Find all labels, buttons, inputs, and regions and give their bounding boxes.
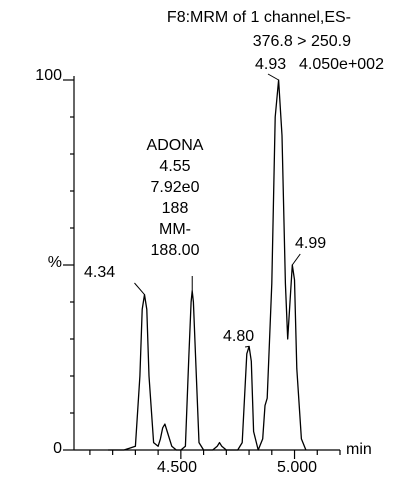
x-tick-label-5000: 5.000 bbox=[276, 459, 318, 476]
peak-label-4-80-leader bbox=[244, 345, 250, 348]
y-tick-label-100: 100 bbox=[35, 67, 62, 84]
peak-label-adona-area: 7.92e0 bbox=[150, 179, 200, 196]
peak-label-4-34: 4.34 bbox=[84, 264, 116, 281]
peak-label-4-80: 4.80 bbox=[223, 328, 255, 345]
x-axis-label: min bbox=[346, 441, 372, 458]
base-peak-retention-time: 4.93 bbox=[255, 56, 287, 73]
peak-label-4-34-leader bbox=[134, 282, 145, 295]
base-peak-intensity: 4.050e+002 bbox=[299, 56, 384, 73]
peak-label-adona-mass: 188.00 bbox=[150, 242, 200, 259]
peak-label-adona-name: ADONA bbox=[146, 137, 204, 154]
x-tick-label-4500: 4.500 bbox=[156, 459, 198, 476]
peak-label-4-99: 4.99 bbox=[295, 235, 327, 252]
peak-label-adona: ADONA 4.55 7.92e0 188 MM- 188.00 bbox=[135, 135, 215, 261]
chart-title-line1: F8:MRM of 1 channel,ES- bbox=[166, 9, 351, 26]
peak-label-4-99-leader bbox=[291, 253, 301, 266]
chart-title-line2: 376.8 > 250.9 bbox=[252, 33, 351, 50]
chromatogram-trace bbox=[108, 79, 307, 451]
peak-label-adona-height: 188 bbox=[161, 200, 189, 217]
peak-label-adona-rt: 4.55 bbox=[159, 158, 191, 175]
peak-label-4-93-leader bbox=[267, 73, 279, 81]
peak-label-adona-mode: MM- bbox=[159, 221, 191, 238]
y-axis-label: % bbox=[47, 254, 62, 271]
y-tick-label-0: 0 bbox=[53, 440, 62, 457]
